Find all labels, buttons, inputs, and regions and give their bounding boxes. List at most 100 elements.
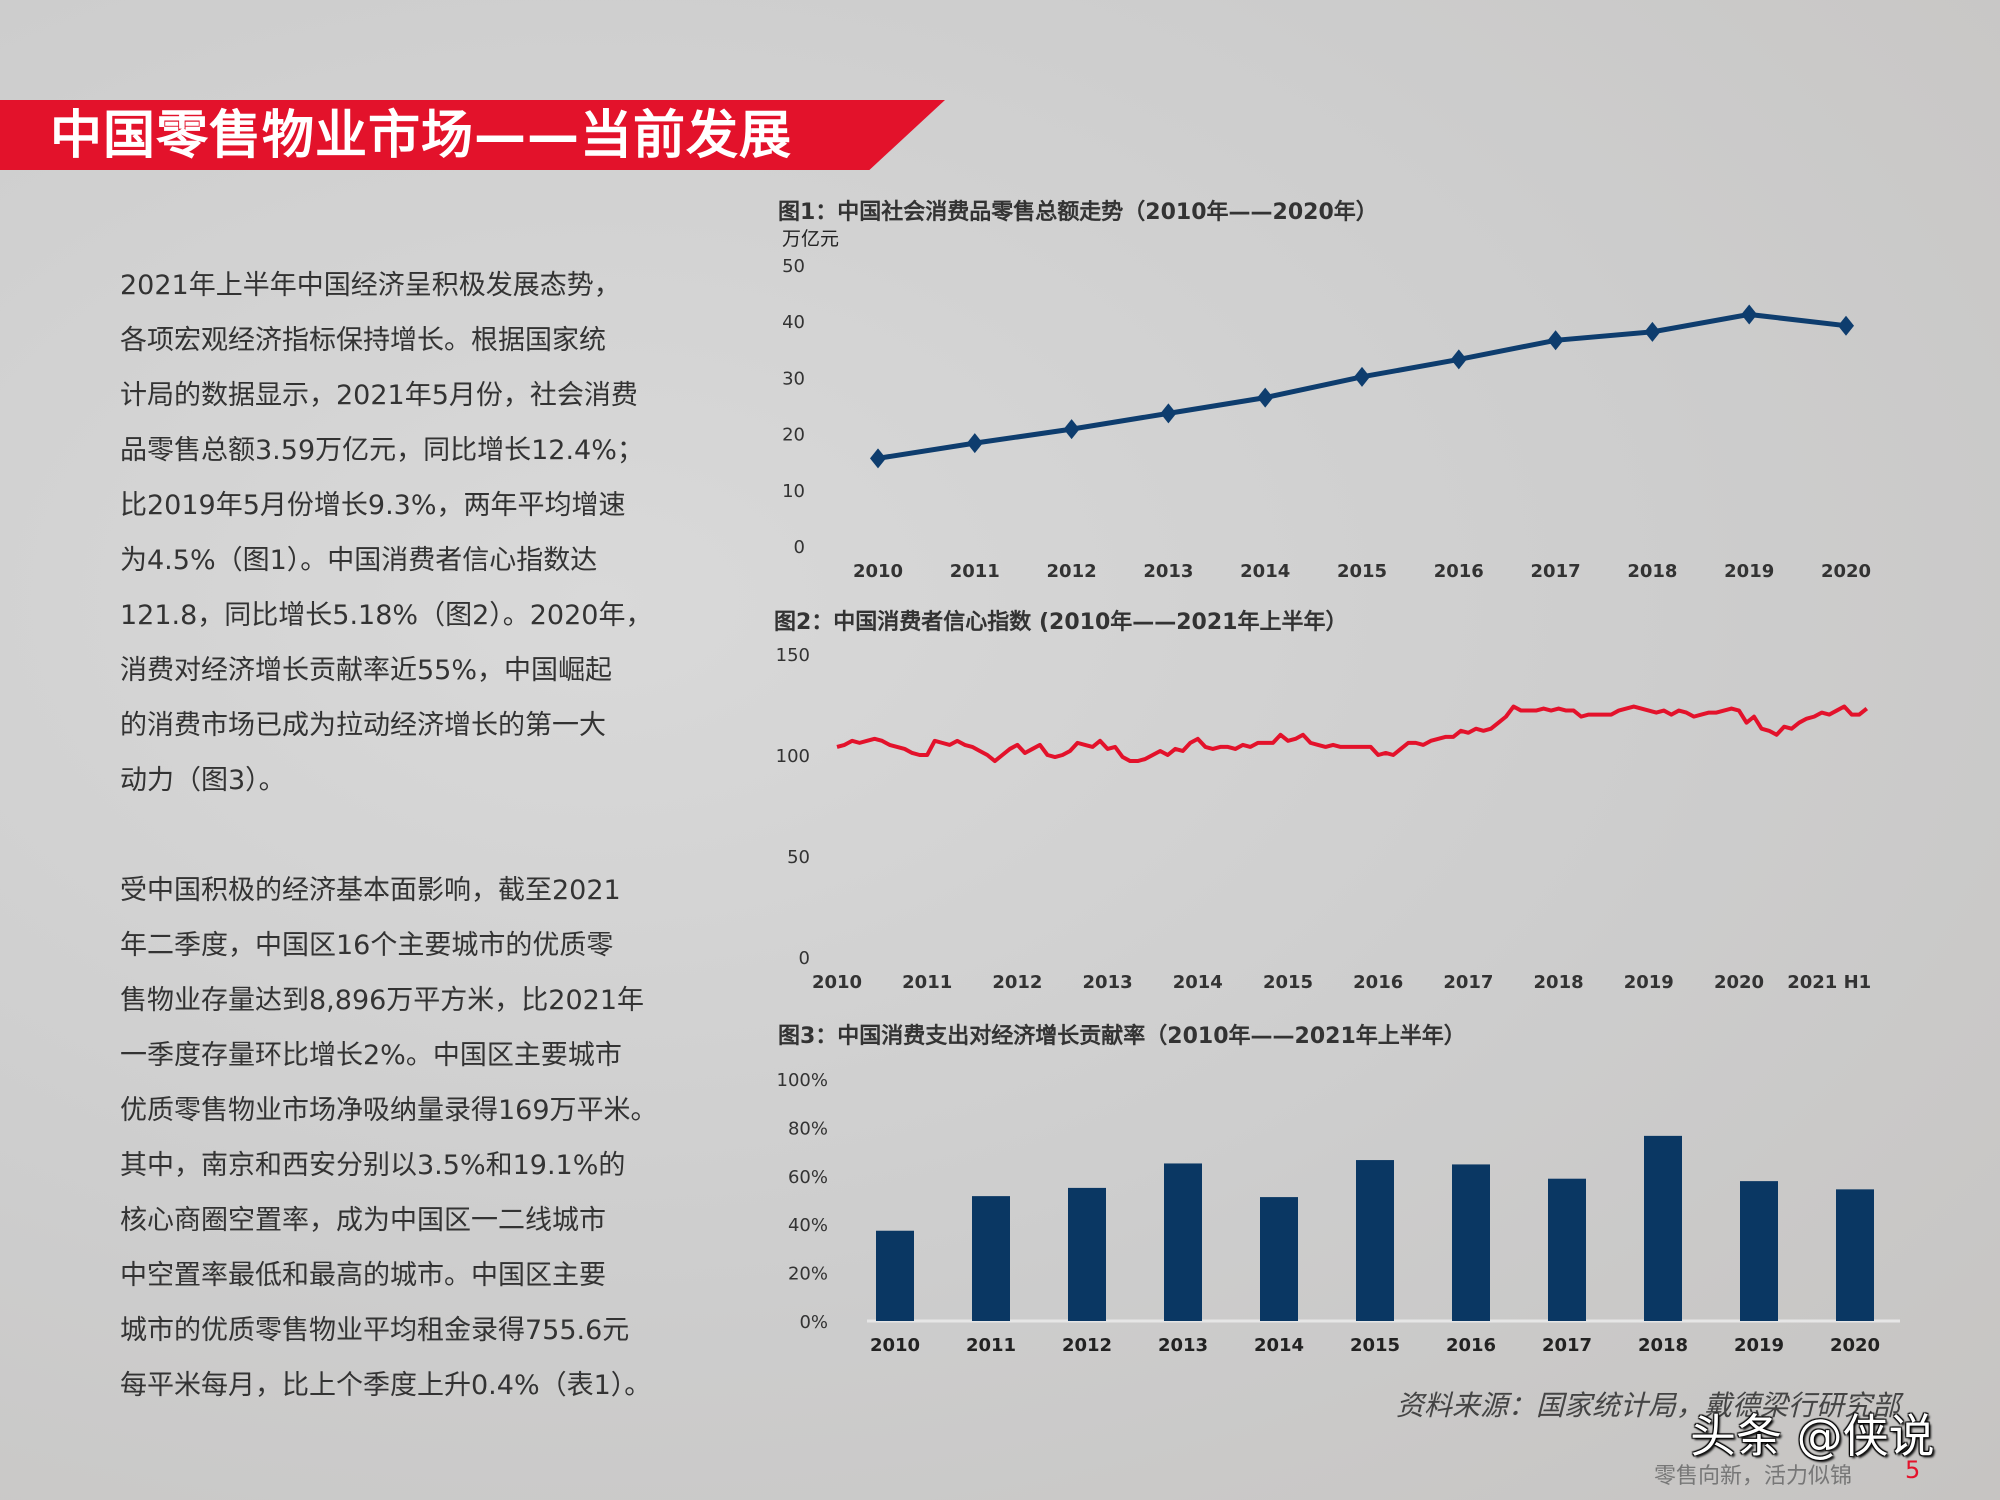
bar [1452, 1164, 1490, 1321]
source-note: 资料来源：国家统计局，戴德梁行研究部 [1395, 1389, 1900, 1422]
text-line: 优质零售物业市场净吸纳量录得169万平米。 [120, 1095, 658, 1126]
y-tick-label: 100% [777, 1070, 828, 1091]
paragraph-2: 受中国积极的经济基本面影响，截至2021 年二季度，中国区16个主要城市的优质零售… [120, 863, 740, 1413]
x-tick-label: 2020 [1714, 972, 1764, 993]
data-point [1741, 304, 1758, 325]
x-tick-label: 2021 H1 [1787, 972, 1871, 993]
bar [972, 1196, 1010, 1321]
page-number: 5 [1905, 1456, 1921, 1484]
data-point [1644, 321, 1661, 342]
x-tick-label: 2011 [950, 561, 1000, 582]
text-line: 各项宏观经济指标保持增长。根据国家统 [120, 325, 606, 356]
x-tick-label: 2019 [1624, 972, 1674, 993]
watermark: 头条 @侠说 [1690, 1409, 1935, 1463]
x-tick-label: 2019 [1734, 1335, 1784, 1356]
bar [1548, 1178, 1586, 1321]
text-line: 城市的优质零售物业平均租金录得755.6元 [120, 1315, 630, 1346]
y-tick-label: 10 [782, 481, 805, 502]
y-tick-label: 0 [799, 948, 810, 969]
x-tick-label: 2019 [1724, 561, 1774, 582]
data-point [1160, 403, 1177, 424]
y-tick-label: 20% [788, 1264, 828, 1285]
bar [1740, 1181, 1778, 1321]
text-line: 每平米每月，比上个季度上升0.4%（表1）。 [120, 1370, 652, 1401]
text-line: 售物业存量达到8,896万平方米，比2021年 [120, 985, 645, 1016]
data-point [1450, 349, 1467, 370]
text-line: 2021年上半年中国经济呈积极发展态势， [120, 270, 621, 301]
x-tick-label: 2010 [870, 1335, 920, 1356]
y-tick-label: 50 [787, 847, 810, 868]
x-tick-label: 2012 [1062, 1335, 1112, 1356]
x-tick-label: 2016 [1446, 1335, 1496, 1356]
x-tick-label: 2015 [1337, 561, 1387, 582]
title-banner [0, 100, 945, 170]
y-tick-label: 20 [782, 425, 805, 446]
x-tick-label: 2013 [1083, 972, 1133, 993]
bar [1836, 1189, 1874, 1321]
bar [1356, 1160, 1394, 1321]
text-line: 核心商圈空置率，成为中国区一二线城市 [120, 1205, 606, 1236]
x-tick-label: 2018 [1638, 1335, 1688, 1356]
series-line [836, 704, 1869, 764]
chart2-title: 图2：中国消费者信心指数 (2010年——2021年上半年） [774, 610, 1348, 635]
page-title: 中国零售物业市场——当前发展 [50, 106, 793, 166]
bar [1260, 1197, 1298, 1321]
x-tick-label: 2014 [1240, 561, 1290, 582]
x-tick-label: 2017 [1443, 972, 1493, 993]
x-tick-label: 2020 [1821, 561, 1871, 582]
x-tick-label: 2018 [1534, 972, 1584, 993]
text-line: 为4.5%（图1）。中国消费者信心指数达 [120, 545, 598, 576]
text-line: 年二季度，中国区16个主要城市的优质零 [120, 930, 614, 961]
y-tick-label: 40% [788, 1215, 828, 1236]
y-tick-label: 30 [782, 368, 805, 389]
x-tick-label: 2020 [1830, 1335, 1880, 1356]
x-tick-label: 2011 [902, 972, 952, 993]
text-line: 比2019年5月份增长9.3%，两年平均增速 [120, 490, 626, 521]
x-tick-label: 2014 [1173, 972, 1223, 993]
x-tick-label: 2015 [1350, 1335, 1400, 1356]
text-line: 121.8，同比增长5.18%（图2）。2020年， [120, 600, 653, 631]
y-tick-label: 0 [794, 537, 805, 558]
x-tick-label: 2013 [1143, 561, 1193, 582]
y-tick-label: 50 [782, 256, 805, 277]
data-point [966, 433, 983, 454]
text-line: 品零售总额3.59万亿元，同比增长12.4%； [120, 435, 644, 466]
x-tick-label: 2016 [1434, 561, 1484, 582]
x-tick-label: 2015 [1263, 972, 1313, 993]
data-point [1547, 330, 1564, 351]
chart1-title: 图1：中国社会消费品零售总额走势（2010年——2020年） [778, 200, 1378, 225]
paragraph-1: 2021年上半年中国经济呈积极发展态势， 各项宏观经济指标保持增长。根据国家统计局… [120, 258, 740, 808]
x-tick-label: 2016 [1353, 972, 1403, 993]
y-tick-label: 80% [788, 1118, 828, 1139]
footer-slogan: 零售向新，活力似锦 [1654, 1464, 1853, 1489]
text-line: 受中国积极的经济基本面影响，截至2021 [120, 875, 621, 906]
x-tick-label: 2017 [1542, 1335, 1592, 1356]
text-line: 中空置率最低和最高的城市。中国区主要 [120, 1260, 606, 1291]
text-line: 计局的数据显示，2021年5月份，社会消费 [120, 380, 638, 411]
text-line: 其中，南京和西安分别以3.5%和19.1%的 [120, 1150, 626, 1181]
x-tick-label: 2012 [1047, 561, 1097, 582]
data-point [1063, 419, 1080, 440]
y-tick-label: 60% [788, 1167, 828, 1188]
text-line: 动力（图3）。 [120, 765, 286, 796]
y-tick-label: 40 [782, 312, 805, 333]
x-tick-label: 2018 [1627, 561, 1677, 582]
text-line: 消费对经济增长贡献率近55%，中国崛起 [120, 655, 613, 686]
bar [876, 1230, 914, 1321]
text-line: 一季度存量环比增长2%。中国区主要城市 [120, 1040, 622, 1071]
bar [1068, 1187, 1106, 1321]
x-tick-label: 2011 [966, 1335, 1016, 1356]
x-tick-label: 2014 [1254, 1335, 1304, 1356]
x-tick-label: 2013 [1158, 1335, 1208, 1356]
data-point [1354, 366, 1370, 387]
bar [1164, 1163, 1202, 1321]
x-tick-label: 2012 [992, 972, 1042, 993]
text-line: 的消费市场已成为拉动经济增长的第一大 [120, 710, 606, 741]
y-tick-label: 150 [776, 645, 810, 666]
data-point [870, 448, 886, 469]
x-tick-label: 2017 [1531, 561, 1581, 582]
data-point [1257, 387, 1274, 408]
chart1-unit-label: 万亿元 [782, 228, 840, 250]
chart3-title: 图3：中国消费支出对经济增长贡献率（2010年——2021年上半年） [778, 1024, 1466, 1049]
